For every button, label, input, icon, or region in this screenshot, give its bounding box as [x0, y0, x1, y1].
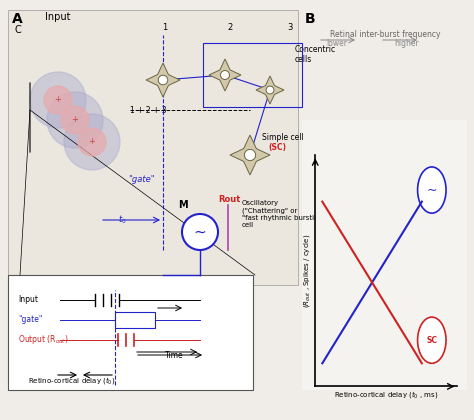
Circle shape [61, 106, 89, 134]
Text: Simple cell: Simple cell [262, 133, 304, 142]
Circle shape [44, 86, 72, 114]
Text: Input: Input [18, 296, 38, 304]
Circle shape [47, 92, 103, 148]
Text: Oscillatory
("Chattering" or
"fast rhythmic bursting")
cell: Oscillatory ("Chattering" or "fast rhyth… [242, 200, 329, 228]
Polygon shape [209, 59, 241, 91]
Circle shape [220, 71, 229, 79]
Text: lower: lower [327, 39, 347, 48]
Text: Output (R$_{out}$): Output (R$_{out}$) [18, 333, 69, 346]
Text: A: A [12, 12, 23, 26]
Text: C: C [15, 25, 22, 35]
Text: $t_0$: $t_0$ [118, 214, 127, 226]
Text: Time: Time [165, 351, 183, 360]
X-axis label: Retino-cortical delay ($t_0$ , ms): Retino-cortical delay ($t_0$ , ms) [334, 389, 438, 400]
Text: "gate": "gate" [18, 315, 42, 325]
Circle shape [245, 150, 255, 160]
Polygon shape [146, 63, 180, 97]
Text: 1 + 2 + 3: 1 + 2 + 3 [130, 106, 167, 115]
Text: (SC): (SC) [268, 143, 286, 152]
Text: Rout: Rout [218, 195, 240, 204]
Text: Retinal inter-burst frequency: Retinal inter-burst frequency [330, 30, 440, 39]
FancyBboxPatch shape [8, 275, 253, 390]
Polygon shape [256, 76, 284, 104]
Circle shape [418, 167, 446, 213]
Text: SC: SC [426, 336, 438, 345]
Text: Retino-cortical delay ($t_0$): Retino-cortical delay ($t_0$) [28, 375, 116, 386]
Y-axis label: ($R_{out}$ , Spikes / cycle): ($R_{out}$ , Spikes / cycle) [302, 234, 312, 308]
Text: +: + [89, 137, 95, 147]
FancyBboxPatch shape [302, 120, 467, 390]
Text: 3: 3 [287, 23, 292, 32]
Text: B: B [305, 12, 316, 26]
Polygon shape [230, 135, 270, 175]
Circle shape [266, 86, 274, 94]
Circle shape [182, 214, 218, 250]
Text: M: M [178, 200, 188, 210]
Text: ~: ~ [193, 225, 206, 239]
Text: Input: Input [45, 12, 71, 22]
Text: ~: ~ [427, 184, 437, 197]
Text: +: + [72, 116, 78, 124]
Circle shape [64, 114, 120, 170]
Text: +: + [55, 95, 62, 105]
Text: "gate": "gate" [128, 175, 155, 184]
Circle shape [158, 75, 168, 85]
Circle shape [418, 317, 446, 363]
Text: 1: 1 [163, 23, 168, 32]
Text: 2: 2 [228, 23, 233, 32]
Text: higher: higher [395, 39, 419, 48]
Circle shape [78, 128, 106, 156]
FancyBboxPatch shape [8, 10, 298, 285]
Text: Concentric
cells: Concentric cells [295, 45, 336, 64]
Circle shape [30, 72, 86, 128]
